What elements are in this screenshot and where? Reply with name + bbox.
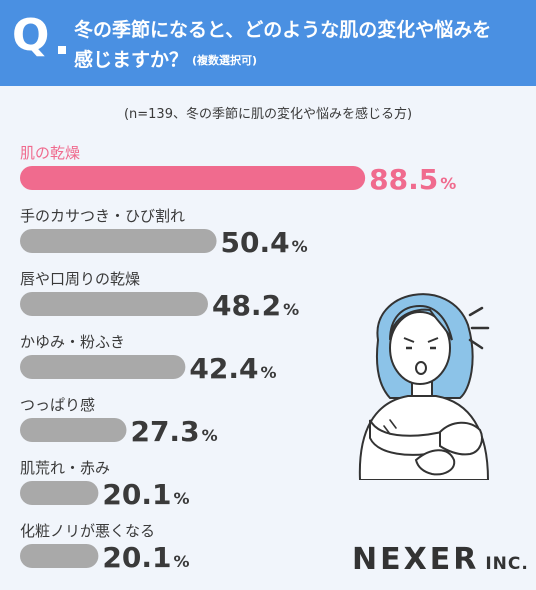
category-label: かゆみ・粉ふき (20, 333, 125, 351)
nexer-logo: NEXER INC. (352, 542, 529, 577)
category-label: つっぱり感 (20, 396, 95, 414)
bar (20, 418, 127, 442)
bar (20, 166, 366, 190)
bar (20, 292, 208, 316)
value-label: 20.1% (102, 478, 189, 511)
bar (20, 355, 186, 379)
q-mark: Q (12, 10, 50, 61)
bar (20, 481, 99, 505)
question-text-line2: 感じますか？ (複数選択可) (74, 45, 257, 72)
value-label: 48.2% (212, 289, 299, 322)
category-label: 肌荒れ・赤み (20, 459, 110, 477)
bar (20, 544, 99, 568)
question-text-line1: 冬の季節になると、どのような肌の変化や悩みを (74, 19, 492, 41)
logo-main: NEXER (352, 542, 480, 577)
question-header: Q 冬の季節になると、どのような肌の変化や悩みを 感じますか？ (複数選択可) (0, 0, 536, 86)
bar (20, 229, 217, 253)
value-label: 50.4% (221, 226, 308, 259)
value-label: 20.1% (102, 541, 189, 574)
question-note: (複数選択可) (192, 54, 258, 67)
bar-chart: 肌の乾燥 88.5 % 手のカサつき・ひび割れ 50.4 % 唇や口周りの乾燥 48.2 % かゆ… (20, 144, 456, 574)
sample-note: (n=139、冬の季節に肌の変化や悩みを感じる方) (123, 107, 413, 122)
value-label: 27.3% (130, 415, 217, 448)
category-label: 手のカサつき・ひび割れ (20, 207, 185, 225)
worried-woman-illustration (358, 293, 490, 480)
category-label: 肌の乾燥 (20, 144, 80, 162)
value-label: 88.5% (369, 163, 456, 196)
category-label: 化粧ノリが悪くなる (20, 522, 155, 540)
q-dot (58, 46, 66, 54)
value-label: 42.4% (189, 352, 276, 385)
category-label: 唇や口周りの乾燥 (20, 270, 140, 288)
question-text: 感じますか？ (74, 49, 189, 71)
logo-sub: INC. (485, 554, 529, 574)
